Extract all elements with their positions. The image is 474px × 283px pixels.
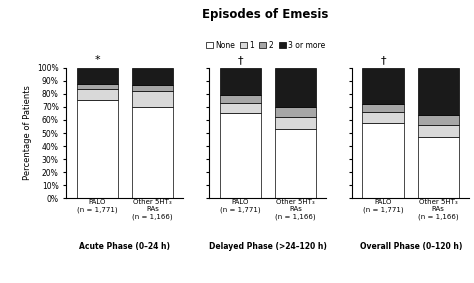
Legend: None, 1, 2, 3 or more: None, 1, 2, 3 or more	[203, 38, 328, 53]
Bar	[132, 85, 173, 91]
Bar	[363, 123, 404, 198]
Bar	[275, 129, 316, 198]
Bar	[219, 113, 261, 198]
Bar	[363, 104, 404, 112]
Bar	[132, 107, 173, 198]
Bar	[77, 89, 118, 100]
Bar	[275, 117, 316, 129]
Bar	[418, 125, 459, 137]
Bar	[275, 107, 316, 117]
Bar	[418, 115, 459, 125]
Y-axis label: Percentage of Patients: Percentage of Patients	[23, 85, 32, 181]
Text: †: †	[381, 55, 386, 65]
Text: *: *	[94, 55, 100, 65]
Text: †: †	[237, 55, 243, 65]
X-axis label: Acute Phase (0–24 h): Acute Phase (0–24 h)	[80, 242, 171, 251]
X-axis label: Delayed Phase (>24–120 h): Delayed Phase (>24–120 h)	[209, 242, 327, 251]
Bar	[363, 112, 404, 123]
Bar	[219, 68, 261, 95]
Bar	[77, 83, 118, 89]
Bar	[363, 68, 404, 104]
Bar	[275, 68, 316, 107]
Bar	[132, 91, 173, 107]
Bar	[219, 95, 261, 103]
Bar	[132, 68, 173, 85]
Text: Episodes of Emesis: Episodes of Emesis	[202, 8, 328, 22]
Bar	[77, 100, 118, 198]
X-axis label: Overall Phase (0–120 h): Overall Phase (0–120 h)	[359, 242, 462, 251]
Bar	[77, 68, 118, 83]
Bar	[219, 103, 261, 113]
Bar	[418, 137, 459, 198]
Bar	[418, 68, 459, 115]
